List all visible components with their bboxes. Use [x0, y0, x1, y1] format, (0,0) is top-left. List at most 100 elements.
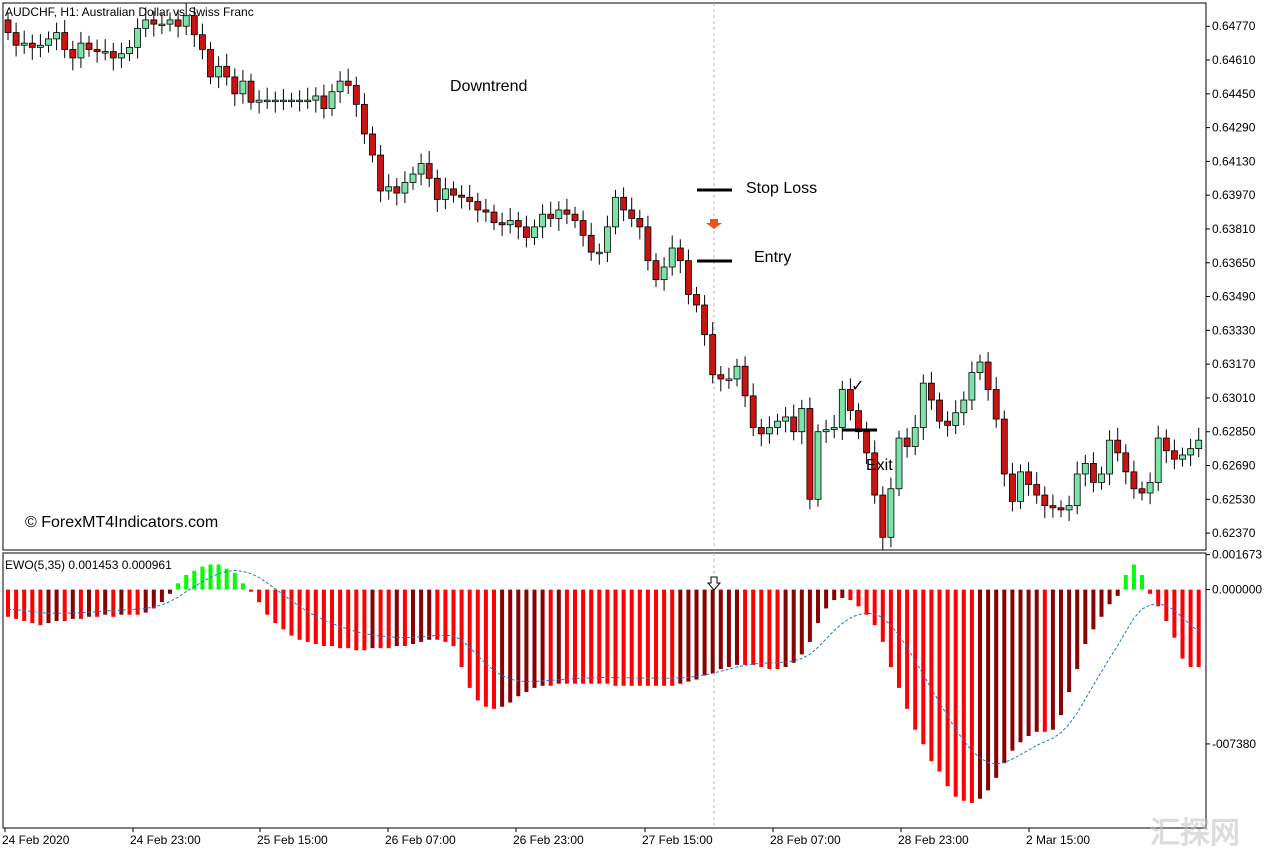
- candle-body-down: [458, 194, 466, 198]
- candle-body-up: [887, 488, 895, 538]
- candle: [1171, 439, 1178, 470]
- ewo-bar: [937, 589, 942, 772]
- candle: [263, 87, 271, 109]
- ewo-bar: [1091, 589, 1096, 630]
- ewo-bar: [459, 589, 464, 667]
- candle: [158, 12, 166, 35]
- ewo-bar: [370, 589, 375, 649]
- price-tick-label: 0.63330: [1212, 323, 1256, 337]
- indicator-title: EWO(5,35) 0.001453 0.000961: [5, 558, 172, 572]
- candle: [1065, 495, 1073, 522]
- candle-body-down: [636, 218, 644, 228]
- ewo-bar: [897, 589, 901, 688]
- candle: [336, 71, 344, 103]
- candle: [1162, 429, 1170, 464]
- candle-body-up: [182, 15, 190, 27]
- candle: [247, 73, 255, 110]
- ewo-bar: [629, 589, 634, 686]
- candle: [45, 31, 52, 53]
- ewo-bar: [70, 589, 75, 619]
- time-tick-label: 27 Feb 15:00: [642, 833, 713, 847]
- ewo-bar: [176, 583, 181, 590]
- candle: [1179, 447, 1186, 467]
- candle: [215, 56, 223, 89]
- ewo-bar: [986, 589, 991, 791]
- ewo-bar: [289, 589, 294, 636]
- ewo-bar: [905, 589, 910, 709]
- candle-body-down: [450, 188, 457, 196]
- candle: [1106, 430, 1113, 486]
- ewo-bar: [483, 589, 488, 707]
- candle: [968, 361, 976, 410]
- candle-body-up: [668, 247, 676, 268]
- candle-body-down: [693, 294, 700, 306]
- candle: [1009, 462, 1016, 512]
- candle: [166, 12, 174, 32]
- candle-body-down: [1114, 439, 1122, 454]
- ewo-bar: [872, 589, 877, 626]
- ewo-bar: [1018, 589, 1023, 743]
- candle-body-down: [547, 213, 555, 219]
- candle: [806, 397, 814, 510]
- candle-body-down: [466, 196, 474, 202]
- candle-body-up: [1195, 439, 1203, 450]
- ewo-bar: [475, 589, 480, 701]
- candle: [1187, 438, 1194, 467]
- candle: [960, 391, 968, 426]
- candle: [409, 166, 417, 190]
- candle-body-down: [749, 395, 757, 428]
- candle: [822, 419, 830, 443]
- candle-body-down: [587, 234, 595, 253]
- ewo-bar: [1059, 589, 1063, 716]
- candle-body-down: [1138, 488, 1146, 494]
- candle: [555, 201, 563, 231]
- candle-body-up: [814, 431, 822, 500]
- candle-body-up: [312, 95, 320, 101]
- candle: [733, 358, 741, 387]
- candle-body-up: [919, 382, 927, 428]
- ewo-bar: [451, 589, 456, 647]
- ewo-bar: [338, 589, 343, 649]
- candle: [344, 68, 352, 95]
- candle: [466, 184, 474, 211]
- candle-body-up: [595, 251, 603, 255]
- ewo-bar: [135, 589, 140, 615]
- candle: [360, 93, 368, 144]
- candle: [725, 367, 733, 389]
- price-tick-label: 0.64770: [1212, 19, 1256, 33]
- candle: [85, 35, 93, 57]
- ewo-bar: [524, 589, 529, 693]
- candle-body-down: [482, 209, 490, 213]
- candle-body-down: [174, 19, 182, 27]
- entry-label: Entry: [754, 249, 791, 266]
- candle: [1098, 466, 1105, 490]
- ewo-bar: [613, 589, 618, 686]
- price-pane-frame: [2, 2, 1207, 551]
- candle: [928, 371, 935, 410]
- candle-body-up: [555, 209, 563, 219]
- candle: [498, 212, 506, 236]
- price-tick-label: 0.62850: [1212, 425, 1256, 439]
- time-tick-label: 26 Feb 07:00: [385, 833, 456, 847]
- ewo-bar: [281, 589, 286, 630]
- candle-body-up: [531, 226, 538, 238]
- candle: [936, 392, 943, 429]
- candle: [563, 198, 571, 225]
- ewo-bar: [573, 589, 577, 684]
- candle: [636, 209, 644, 240]
- time-tick-label: 25 Feb 15:00: [257, 833, 328, 847]
- ewo-bar: [945, 589, 950, 787]
- candle: [944, 411, 951, 437]
- candle-body-down: [28, 42, 36, 48]
- ewo-bar: [508, 589, 513, 703]
- candle-body-up: [766, 427, 773, 435]
- ewo-bar: [694, 589, 699, 680]
- candle-body-down: [247, 80, 255, 103]
- ewo-bar: [1131, 564, 1136, 590]
- ewo-bar: [969, 589, 974, 803]
- ewo-bar: [743, 589, 748, 665]
- ewo-bar: [249, 589, 253, 592]
- candle-body-down: [377, 154, 385, 192]
- candle: [531, 219, 538, 245]
- candle-body-down: [1009, 473, 1016, 502]
